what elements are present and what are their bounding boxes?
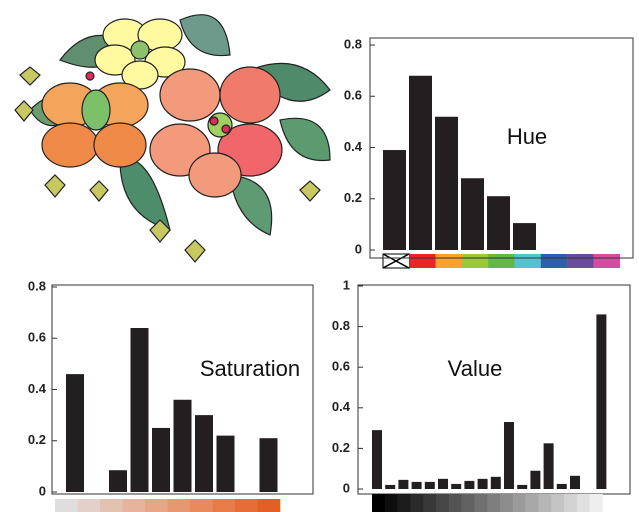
- bar: [491, 477, 501, 489]
- colorbar-cell: [577, 494, 590, 512]
- bar: [487, 196, 510, 250]
- bar: [260, 438, 278, 492]
- colorbar-cell: [385, 494, 398, 512]
- bar: [152, 428, 170, 492]
- colorbar-cell: [372, 494, 385, 512]
- y-tick-label: 0.4: [344, 139, 363, 154]
- bar: [435, 117, 458, 250]
- y-tick-label: 0.2: [344, 190, 362, 205]
- colorbar-cell: [564, 494, 577, 512]
- colorbar-cell: [462, 494, 475, 512]
- y-tick-label: 0.8: [28, 278, 46, 293]
- y-tick-label: 0.8: [344, 36, 362, 51]
- colorbar-cell: [145, 499, 168, 512]
- bar: [174, 400, 192, 492]
- colorbar-cell: [213, 499, 236, 512]
- y-tick-label: 0.2: [28, 432, 46, 447]
- colorbar-cell: [526, 494, 539, 512]
- y-tick-label: 0.6: [28, 330, 46, 345]
- bar: [557, 484, 567, 489]
- bar: [109, 470, 127, 492]
- figure: 0 0.2 0.4 0.6 0.8 Hue 0 0.2 0.4 0.6 0.8 Saturation 0…: [0, 0, 639, 512]
- bar: [425, 482, 435, 489]
- colorbar-cell: [538, 494, 551, 512]
- colorbar-cell: [258, 499, 281, 512]
- bar: [530, 471, 540, 489]
- bar: [66, 374, 84, 492]
- y-tick-label: 0: [355, 241, 362, 256]
- colorbar-cell: [55, 499, 78, 512]
- colorbar-cell: [474, 494, 487, 512]
- bar: [544, 443, 554, 489]
- colorbar-cell: [590, 494, 603, 512]
- bar: [383, 150, 406, 250]
- colorbar-cell: [567, 254, 594, 268]
- bar: [596, 314, 606, 489]
- colorbar-cell: [449, 494, 462, 512]
- colorbar-cell: [462, 254, 489, 268]
- y-tick-label: 0.6: [344, 88, 362, 103]
- y-tick-label: 0.4: [28, 381, 47, 396]
- bar: [513, 223, 536, 250]
- colorbar-cell: [190, 499, 213, 512]
- colorbar-cell: [515, 254, 542, 268]
- bar: [412, 482, 422, 489]
- bar: [195, 415, 213, 492]
- bar: [570, 476, 580, 489]
- y-tick-label: 0: [39, 483, 46, 498]
- colorbar-cell: [436, 254, 463, 268]
- colorbar-cell: [123, 499, 146, 512]
- colorbar-cell: [541, 254, 568, 268]
- y-tick-label: 0.2: [332, 440, 350, 455]
- y-tick-label: 0.4: [332, 399, 351, 414]
- colorbar-cell: [235, 499, 258, 512]
- colorbar-cell: [410, 494, 423, 512]
- y-tick-label: 0: [343, 480, 350, 495]
- y-tick-label: 1: [343, 277, 350, 292]
- bar: [478, 479, 488, 489]
- colorbar-cell: [436, 494, 449, 512]
- bar: [372, 430, 382, 489]
- colorbar-cell: [78, 499, 101, 512]
- bar: [409, 76, 432, 250]
- colorbar-cell: [513, 494, 526, 512]
- bar: [217, 436, 235, 492]
- bar: [461, 178, 484, 250]
- colorbar-cell: [409, 254, 436, 268]
- colorbar-cell: [500, 494, 513, 512]
- colorbar-cell: [423, 494, 436, 512]
- colorbar-cell: [168, 499, 191, 512]
- bar: [504, 422, 514, 489]
- flower-illustration: [15, 15, 330, 262]
- bar: [131, 328, 149, 492]
- bar: [398, 480, 408, 489]
- colorbar-cell: [551, 494, 564, 512]
- bar: [464, 481, 474, 489]
- bar: [451, 484, 461, 489]
- colorbar-cell: [100, 499, 123, 512]
- colorbar-cell: [488, 254, 515, 268]
- bar: [517, 485, 527, 489]
- y-tick-label: 0.6: [332, 359, 350, 374]
- axes-frame: [358, 285, 630, 494]
- bar: [438, 479, 448, 489]
- colorbar-cell: [593, 254, 620, 268]
- bar: [385, 485, 395, 489]
- annotation: Saturation: [200, 356, 300, 381]
- y-tick-label: 0.8: [332, 318, 350, 333]
- colorbar-cell: [487, 494, 500, 512]
- annotation: Hue: [507, 124, 547, 149]
- annotation: Value: [448, 356, 503, 381]
- colorbar-cell: [398, 494, 411, 512]
